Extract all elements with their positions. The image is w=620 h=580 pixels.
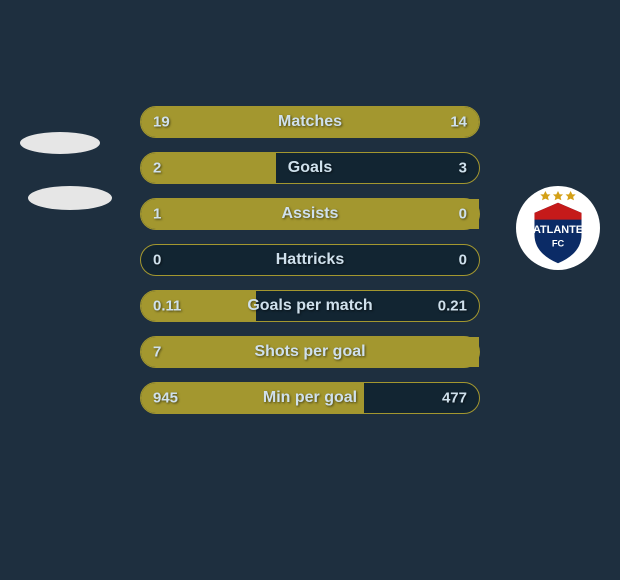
comparison-arena: ATLANTE FC 19 Matches 14 2 Goals 3 1 Assists 0 0 H… <box>0 106 620 426</box>
stat-label: Shots per goal <box>254 343 365 361</box>
stats-list: 19 Matches 14 2 Goals 3 1 Assists 0 0 Hattricks 0 0.… <box>140 106 480 414</box>
stat-value-left: 0.11 <box>153 298 181 315</box>
stat-value-right: 0 <box>459 252 467 269</box>
stat-value-left: 2 <box>153 160 161 177</box>
stat-label: Goals <box>288 159 332 177</box>
stat-row: 0 Hattricks 0 <box>140 244 480 276</box>
stat-label: Matches <box>278 113 342 131</box>
atlante-crest-icon: ATLANTE FC <box>516 186 600 270</box>
stat-row: 0.11 Goals per match 0.21 <box>140 290 480 322</box>
stat-row: 7 Shots per goal <box>140 336 480 368</box>
stat-row: 945 Min per goal 477 <box>140 382 480 414</box>
stat-value-left: 945 <box>153 390 178 407</box>
left-club-placeholder <box>20 132 100 154</box>
stat-value-right: 14 <box>450 114 467 131</box>
stat-value-right: 0.21 <box>438 298 467 315</box>
stat-value-left: 7 <box>153 344 161 361</box>
stat-label: Assists <box>282 205 339 223</box>
svg-text:ATLANTE: ATLANTE <box>533 224 583 236</box>
stat-row: 19 Matches 14 <box>140 106 480 138</box>
stat-value-left: 0 <box>153 252 161 269</box>
stat-value-left: 19 <box>153 114 170 131</box>
stat-label: Min per goal <box>263 389 357 407</box>
stat-value-right: 0 <box>459 206 467 223</box>
stat-value-left: 1 <box>153 206 161 223</box>
stat-value-right: 3 <box>459 160 467 177</box>
stat-value-right: 477 <box>442 390 467 407</box>
stat-row: 1 Assists 0 <box>140 198 480 230</box>
left-club-placeholder <box>28 186 112 210</box>
stat-label: Goals per match <box>247 297 372 315</box>
stat-label: Hattricks <box>276 251 344 269</box>
right-club-badge: ATLANTE FC <box>516 186 600 270</box>
stat-row: 2 Goals 3 <box>140 152 480 184</box>
svg-text:FC: FC <box>552 238 565 248</box>
